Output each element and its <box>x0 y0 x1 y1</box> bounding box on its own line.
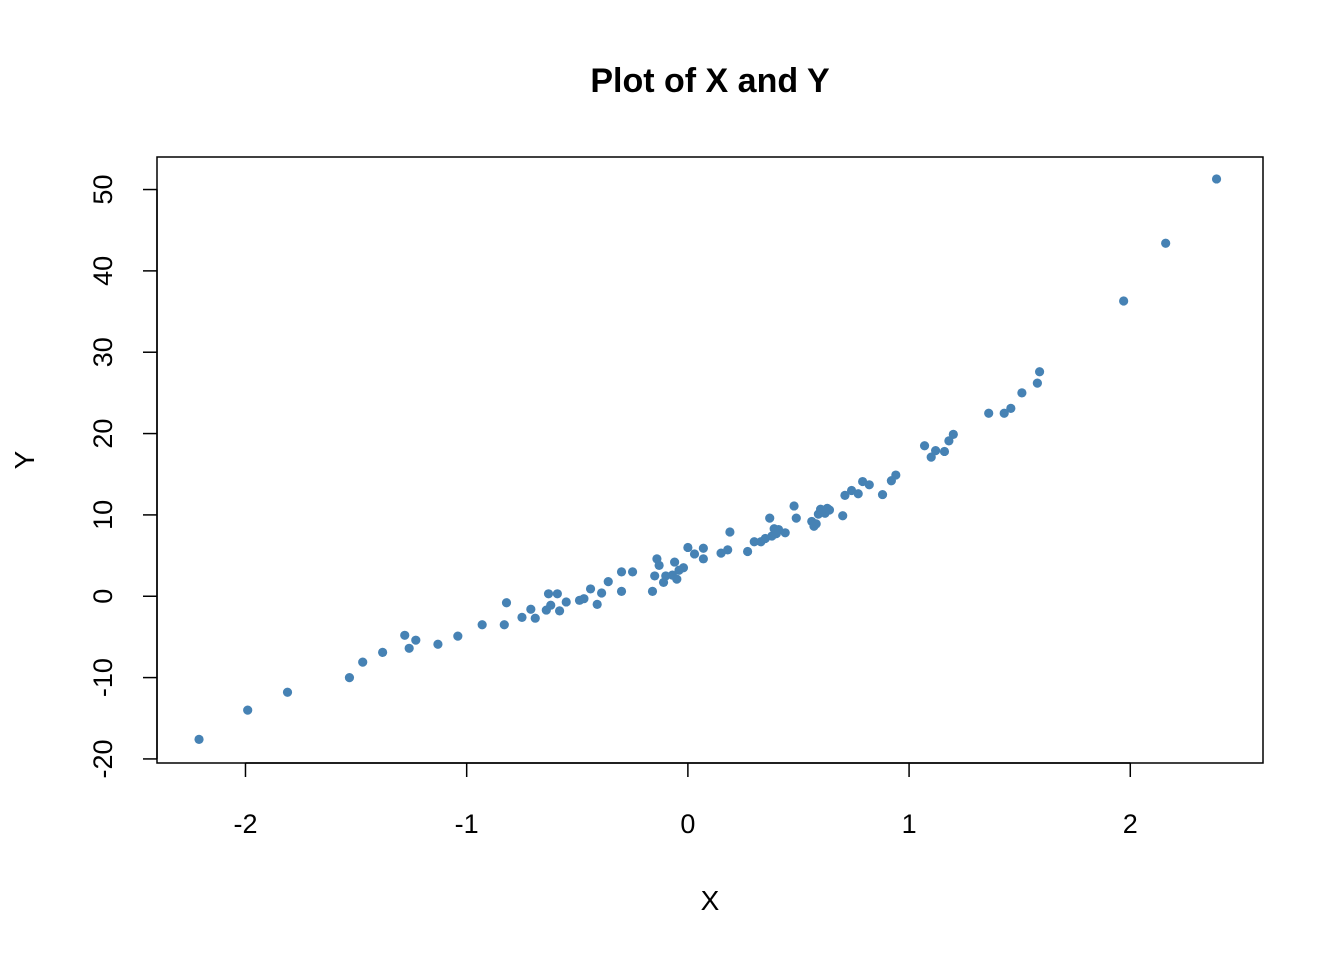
data-point <box>811 519 821 529</box>
data-point <box>999 408 1009 418</box>
data-point <box>616 586 627 596</box>
data-point <box>344 672 355 683</box>
data-point <box>780 528 790 538</box>
y-axis-label: Y <box>9 450 40 469</box>
data-point <box>948 429 958 439</box>
data-point <box>670 557 680 567</box>
y-tick-label: 0 <box>88 589 118 604</box>
data-point <box>654 560 664 570</box>
data-point <box>743 546 753 557</box>
data-point <box>864 480 874 490</box>
data-point <box>749 537 759 547</box>
y-tick-label: -20 <box>88 739 118 778</box>
data-point <box>499 620 509 630</box>
data-point <box>400 630 410 640</box>
data-point <box>1034 367 1045 377</box>
data-point <box>984 408 994 418</box>
x-axis: -2 -1 0 1 2 <box>233 762 1138 839</box>
x-tick-label: 2 <box>1123 809 1138 839</box>
data-point <box>579 594 589 604</box>
y-axis: -20 -10 0 10 20 30 40 50 <box>88 175 158 778</box>
data-point <box>282 687 293 697</box>
data-point <box>585 584 596 594</box>
data-point <box>931 446 941 456</box>
data-point <box>358 657 368 667</box>
data-point <box>877 489 888 500</box>
data-point <box>891 470 901 480</box>
y-tick-label: 10 <box>88 500 118 530</box>
data-point <box>592 599 602 609</box>
data-point <box>678 563 689 573</box>
data-point <box>944 436 954 446</box>
data-point <box>1032 378 1042 388</box>
data-point <box>546 600 556 610</box>
data-point <box>411 635 421 645</box>
data-point <box>404 643 414 653</box>
data-point <box>526 604 536 614</box>
data-point <box>543 589 554 599</box>
data-point <box>194 734 204 745</box>
data-point <box>824 505 835 515</box>
data-point <box>530 613 540 623</box>
data-point <box>838 511 848 521</box>
data-point <box>561 597 571 607</box>
x-tick-label: -1 <box>455 809 479 839</box>
data-point <box>501 598 512 608</box>
x-axis-label: X <box>701 885 720 916</box>
data-point <box>939 446 950 457</box>
data-point <box>789 501 799 511</box>
data-point <box>453 631 463 641</box>
data-point <box>723 545 733 555</box>
data-point <box>1161 238 1171 248</box>
data-point <box>1119 296 1129 306</box>
plot-frame <box>156 156 1264 764</box>
data-points <box>194 174 1222 745</box>
data-point <box>552 589 562 599</box>
data-point <box>689 549 700 559</box>
data-point <box>919 441 930 451</box>
data-point <box>650 571 660 581</box>
data-point <box>765 513 775 523</box>
y-tick-label: 20 <box>88 419 118 449</box>
y-tick-label: 50 <box>88 175 118 205</box>
data-point <box>647 586 658 596</box>
data-point <box>1006 403 1016 413</box>
data-point <box>517 612 527 622</box>
y-tick-label: -10 <box>88 658 118 697</box>
data-point <box>378 647 388 657</box>
data-point <box>725 527 735 537</box>
data-point <box>926 452 936 462</box>
x-tick-label: 1 <box>902 809 917 839</box>
x-tick-label: 0 <box>680 809 695 839</box>
data-point <box>616 567 627 577</box>
y-tick-label: 30 <box>88 337 118 367</box>
data-point <box>554 606 565 616</box>
data-point <box>433 639 443 649</box>
data-point <box>683 542 693 553</box>
data-point <box>1017 388 1027 398</box>
data-point <box>603 577 613 587</box>
data-point <box>477 620 487 630</box>
data-point <box>597 588 607 598</box>
data-point <box>791 513 801 523</box>
data-point <box>840 490 850 500</box>
data-point <box>627 567 638 577</box>
data-point <box>698 543 708 553</box>
data-point <box>698 554 708 564</box>
data-point <box>1211 174 1222 184</box>
x-tick-label: -2 <box>233 809 257 839</box>
y-tick-label: 40 <box>88 256 118 286</box>
data-point <box>243 705 253 715</box>
chart-title: Plot of X and Y <box>590 62 830 100</box>
data-point <box>672 574 682 584</box>
data-point <box>853 489 863 499</box>
